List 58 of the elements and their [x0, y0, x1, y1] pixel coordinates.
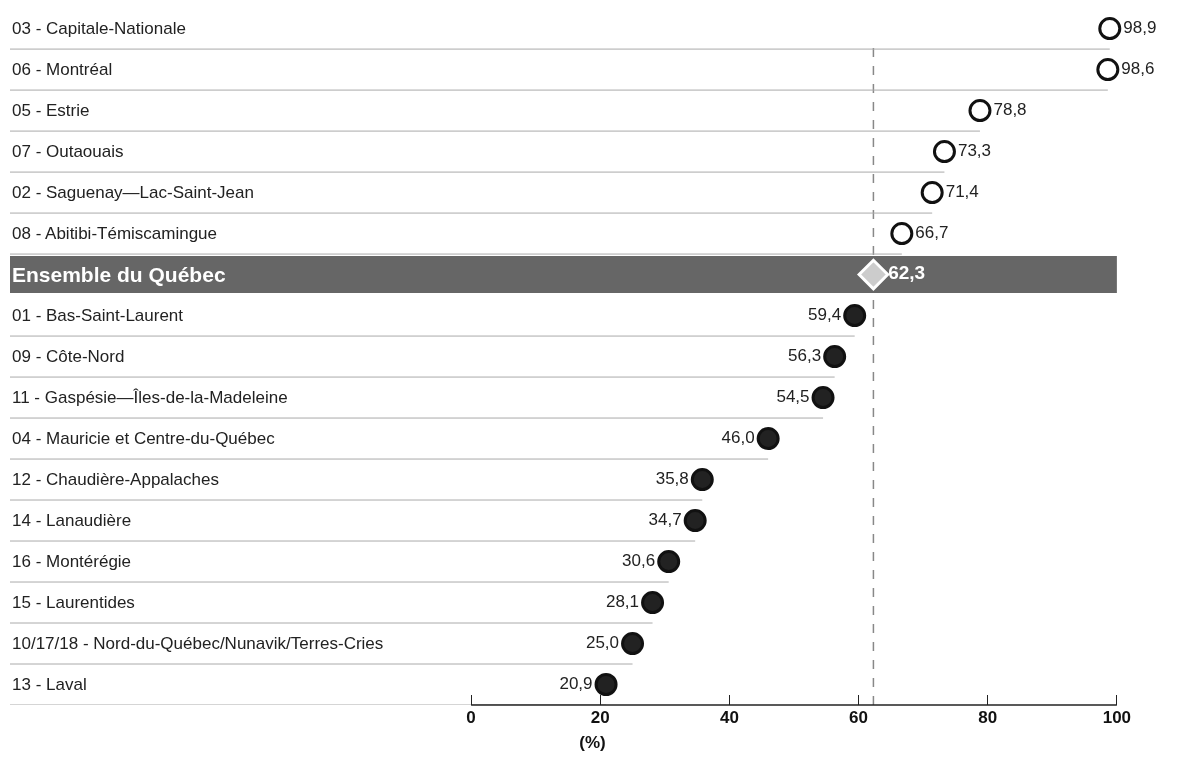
data-label: 34,7 [648, 509, 682, 529]
point [1096, 58, 1120, 82]
y-tick-label: 09 - Côte-Nord [12, 347, 125, 366]
point [683, 509, 707, 533]
y-tick-label: Ensemble du Québec [12, 263, 226, 286]
data-label: 78,8 [993, 99, 1027, 119]
data-label: 30,6 [622, 550, 656, 570]
data-label: 66,7 [915, 222, 949, 242]
data-label: 73,3 [957, 140, 992, 160]
point [641, 591, 665, 614]
data-label: 28,1 [605, 591, 640, 611]
point [890, 222, 914, 246]
y-tick-label: 11 - Gaspésie—Îles-de-la-Madeleine [12, 388, 288, 407]
data-label: 56,3 [788, 345, 822, 365]
data-label: 59,4 [808, 304, 842, 324]
point [843, 304, 867, 328]
point [811, 386, 835, 410]
data-label: 25,0 [585, 632, 620, 652]
data-label: 98,6 [1121, 58, 1155, 78]
x-tick-label: 100 [1102, 708, 1132, 727]
data-label: 71,4 [945, 181, 979, 201]
point [657, 550, 681, 574]
y-tick-label: 15 - Laurentides [12, 593, 135, 612]
point [857, 258, 890, 291]
data-label: 62,3 [888, 262, 926, 284]
y-tick-label: 03 - Capitale-Nationale [12, 19, 186, 38]
x-axis-title: (%) [579, 733, 606, 753]
x-tick-label: 40 [719, 708, 739, 727]
x-tick-label: 80 [978, 708, 998, 727]
data-label: 46,0 [721, 427, 755, 447]
data-label: 54,5 [776, 386, 810, 406]
y-tick-label: 13 - Laval [12, 675, 87, 694]
point [594, 673, 618, 696]
y-tick-label: 05 - Estrie [12, 101, 90, 120]
point [756, 427, 780, 451]
y-tick-label: 06 - Montréal [12, 60, 113, 79]
point [621, 632, 645, 655]
x-tick-label: 0 [466, 708, 476, 727]
point [968, 99, 992, 123]
point [690, 468, 714, 492]
y-tick-label: 12 - Chaudière-Appalaches [12, 470, 219, 489]
point [920, 181, 944, 205]
data-label: 20,9 [559, 673, 593, 693]
x-tick-label: 20 [590, 708, 610, 727]
y-tick-label: 16 - Montérégie [12, 552, 132, 571]
y-tick-label: 10/17/18 - Nord-du-Québec/Nunavik/Terres-Cries [12, 634, 384, 653]
point [1098, 17, 1122, 41]
y-tick-label: 04 - Mauricie et Centre-du-Québec [12, 429, 276, 448]
data-label: 35,8 [655, 468, 689, 488]
point [932, 140, 956, 164]
y-tick-label: 14 - Lanaudière [12, 511, 132, 530]
point [823, 345, 847, 369]
y-tick-label: 08 - Abitibi-Témiscamingue [12, 224, 218, 243]
x-tick-label: 60 [849, 708, 869, 727]
data-label: 98,9 [1123, 17, 1157, 37]
y-tick-label: 02 - Saguenay—Lac-Saint-Jean [12, 183, 254, 202]
y-tick-label: 07 - Outaouais [12, 142, 124, 161]
y-tick-label: 01 - Bas-Saint-Laurent [12, 306, 184, 325]
